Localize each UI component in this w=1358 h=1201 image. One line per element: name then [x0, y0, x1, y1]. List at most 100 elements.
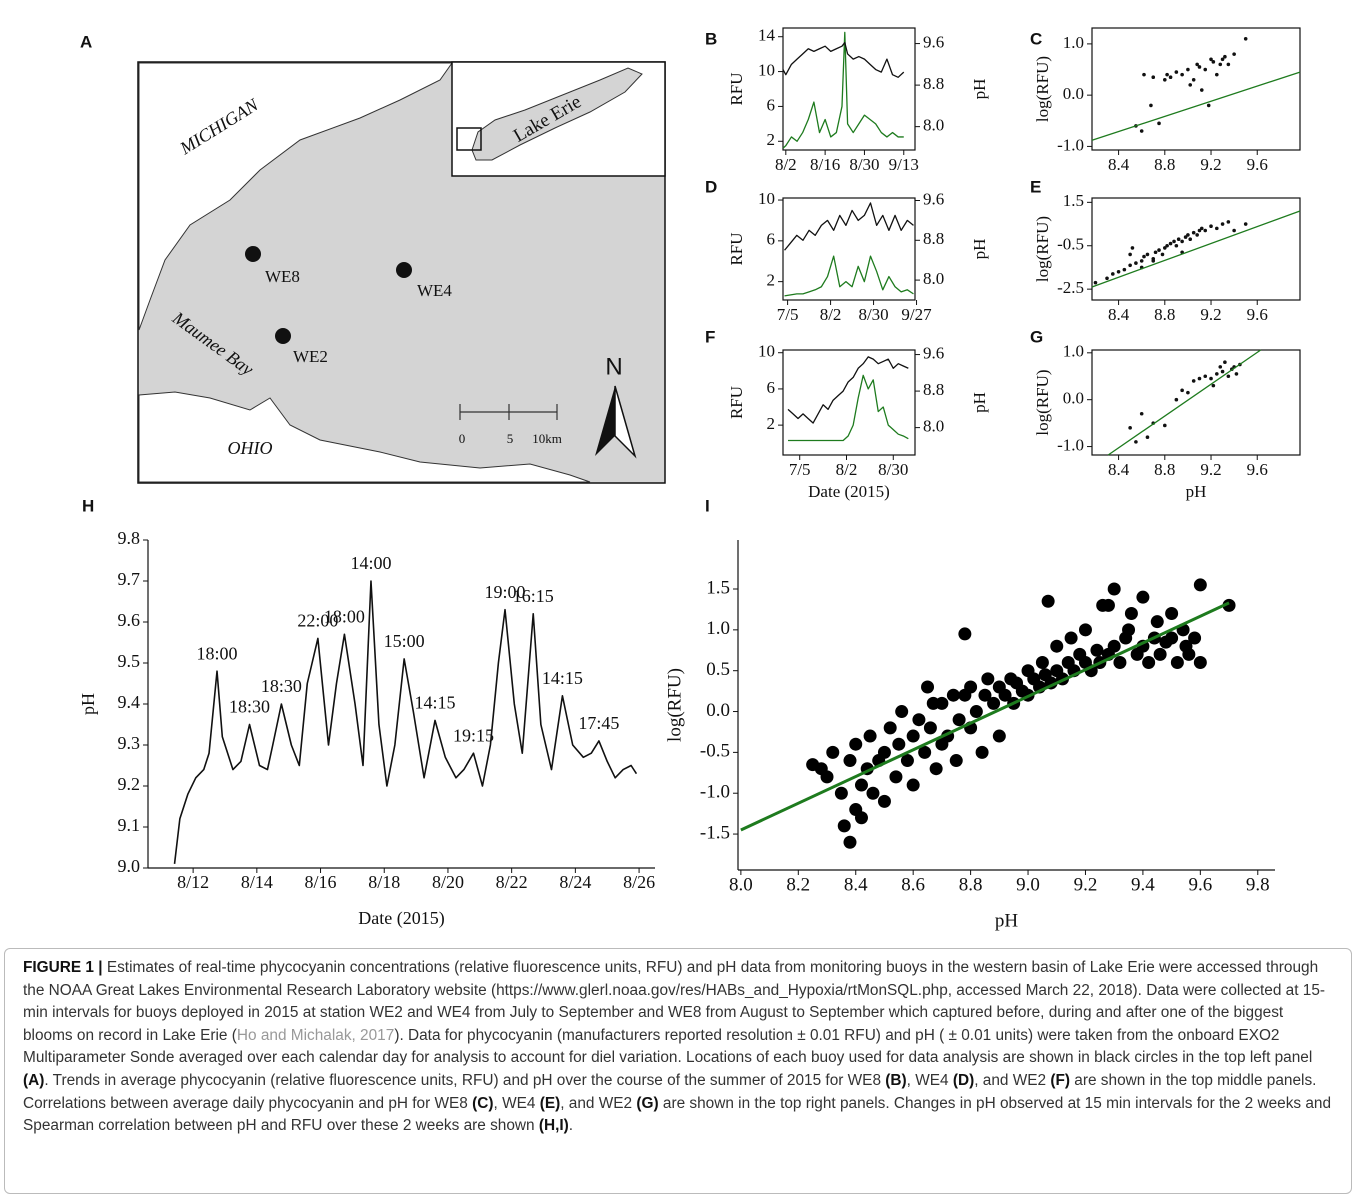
caption-text: , and WE2 — [974, 1071, 1051, 1089]
x-tick-label: 8/30 — [849, 155, 879, 174]
data-point — [1211, 383, 1216, 388]
data-point — [998, 688, 1012, 702]
data-point — [1195, 62, 1199, 67]
data-point — [912, 713, 926, 727]
plot-frame — [782, 27, 916, 151]
data-point — [906, 778, 920, 792]
data-point — [1157, 248, 1161, 252]
plot-frame — [1091, 349, 1301, 456]
y-tick-label: 9.3 — [118, 733, 141, 753]
station-dot — [245, 246, 261, 262]
fit-line — [1091, 71, 1301, 141]
panel-letter: I — [705, 496, 710, 515]
data-line — [782, 41, 905, 78]
y-tick-label: 10 — [758, 342, 775, 361]
data-point — [1163, 246, 1167, 250]
data-point — [1163, 77, 1167, 82]
data-point — [883, 721, 897, 735]
y-tick-label: 9.2 — [118, 774, 141, 794]
data-point — [1186, 390, 1190, 395]
caption-text: (F) — [1050, 1071, 1071, 1089]
data-point — [1220, 57, 1225, 62]
y-tick-label: -1.0 — [1057, 435, 1084, 454]
x-tick-label: 8/2 — [775, 155, 797, 174]
x-tick-label: 9.6 — [1247, 460, 1268, 479]
data-point — [1186, 67, 1190, 72]
scale-label: 5 — [507, 431, 514, 446]
data-point — [1050, 639, 1064, 653]
annotation: 19:15 — [453, 725, 494, 745]
data-point — [889, 770, 903, 784]
y2-axis-title: pH — [970, 392, 989, 413]
x-tick-label: 9.2 — [1200, 460, 1221, 479]
data-point — [895, 705, 909, 719]
data-point — [1078, 623, 1092, 637]
data-line — [782, 31, 904, 149]
panel-letter: H — [82, 496, 94, 515]
y-axis-title: log(RFU) — [664, 668, 685, 742]
data-point — [1203, 228, 1208, 233]
fit-line — [1091, 210, 1301, 288]
data-point — [981, 672, 995, 686]
data-point — [978, 688, 992, 702]
data-point — [1176, 237, 1181, 242]
scale-bar — [459, 404, 558, 420]
y-axis-title: RFU — [727, 72, 746, 105]
data-point — [1134, 261, 1138, 265]
data-point — [837, 819, 851, 833]
station-label: WE2 — [293, 347, 328, 366]
data-line — [784, 255, 914, 297]
caption: FIGURE 1 | Estimates of real-time phycoc… — [4, 948, 1352, 1194]
x-tick-label: 9.0 — [1016, 874, 1040, 895]
y-tick-label: 2 — [767, 414, 776, 433]
x-tick-label: 8.6 — [901, 874, 925, 895]
data-point — [1218, 365, 1223, 369]
y-tick-label: 0.5 — [706, 659, 730, 680]
y-tick-label: 0.0 — [1063, 389, 1084, 408]
station-dot — [275, 328, 291, 344]
data-point — [1209, 376, 1213, 381]
data-point — [1150, 615, 1164, 629]
annotation: 18:00 — [197, 643, 238, 663]
data-point — [1215, 372, 1219, 376]
data-point — [1105, 276, 1109, 281]
north-arrow — [614, 385, 637, 459]
data-point — [1180, 72, 1184, 77]
data-point — [1145, 252, 1150, 257]
data-point — [987, 696, 1001, 710]
annotation: 14:15 — [542, 668, 583, 688]
data-point — [1041, 594, 1055, 608]
caption-text: (D) — [952, 1071, 975, 1089]
data-point — [1223, 54, 1227, 59]
y-tick-label: 2 — [767, 130, 776, 149]
data-point — [906, 729, 920, 743]
y-axis-title: log(RFU) — [1033, 56, 1052, 122]
y-axis-title: pH — [78, 693, 98, 715]
data-point — [1122, 623, 1136, 637]
x-tick-label: 9.6 — [1188, 874, 1212, 895]
x-tick-label: 8.8 — [959, 874, 983, 895]
data-point — [1145, 435, 1150, 439]
region-label: OHIO — [228, 438, 273, 458]
data-point — [1243, 36, 1248, 41]
figure: A MICHIGAN OHIO Maumee Bay WE8 WE4 WE2 L… — [78, 26, 1301, 931]
data-point — [863, 729, 877, 743]
caption-text: . Trends in average phycocyanin (relativ… — [44, 1071, 886, 1089]
annotation: 18:30 — [229, 697, 270, 717]
y-axis-title: log(RFU) — [1033, 216, 1052, 282]
data-point — [1128, 263, 1132, 268]
data-point — [1188, 631, 1202, 645]
x-axis-title: Date (2015) — [358, 908, 444, 929]
y-tick-label: 6 — [767, 95, 776, 114]
data-point — [923, 721, 937, 735]
x-tick-label: 9.6 — [1247, 155, 1268, 174]
data-point — [1197, 228, 1202, 233]
station-label: WE8 — [265, 267, 300, 286]
caption-text: . — [568, 1117, 574, 1135]
caption-reference[interactable]: Ho and Michalak, 2017 — [236, 1026, 395, 1044]
data-point — [1128, 426, 1132, 430]
inset-frame — [456, 127, 482, 151]
station-label: WE4 — [417, 281, 452, 300]
plot-frame — [782, 349, 916, 456]
data-point — [926, 696, 940, 710]
